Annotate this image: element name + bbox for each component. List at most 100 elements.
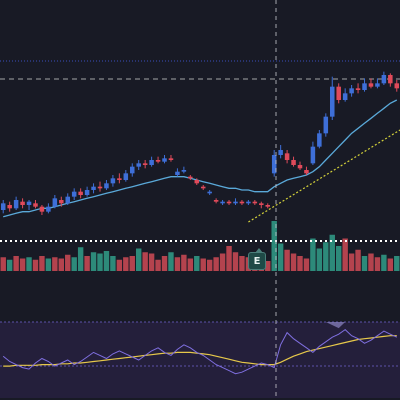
candle-body[interactable] xyxy=(78,191,83,195)
volume-bar xyxy=(219,253,226,271)
volume-bar xyxy=(19,258,26,271)
candle-body[interactable] xyxy=(65,196,70,204)
candle-body[interactable] xyxy=(342,93,348,100)
volume-bar xyxy=(103,251,110,271)
candle-body[interactable] xyxy=(84,190,90,195)
candle-body[interactable] xyxy=(117,178,122,180)
volume-bar xyxy=(136,248,142,271)
candle-body[interactable] xyxy=(220,201,225,204)
candle-body[interactable] xyxy=(136,163,141,167)
volume-bar xyxy=(239,256,245,271)
volume-bar xyxy=(168,252,174,271)
candle-body[interactable] xyxy=(284,153,290,160)
candle-body[interactable] xyxy=(388,75,393,84)
candle-body[interactable] xyxy=(130,166,135,174)
volume-bar xyxy=(84,256,90,271)
candle-body[interactable] xyxy=(375,83,380,87)
candle-body[interactable] xyxy=(233,201,238,204)
candle-body[interactable] xyxy=(207,191,212,194)
candle-body[interactable] xyxy=(71,191,77,197)
candle-body[interactable] xyxy=(168,158,174,160)
candle-body[interactable] xyxy=(226,201,232,204)
volume-bar xyxy=(116,259,123,271)
volume-bar xyxy=(316,248,323,271)
earnings-flag-icon[interactable]: E xyxy=(248,248,266,270)
candle-body[interactable] xyxy=(252,201,258,204)
volume-bar xyxy=(381,254,387,271)
candle-body[interactable] xyxy=(123,173,129,180)
candle-body[interactable] xyxy=(7,205,12,209)
candle-body[interactable] xyxy=(239,201,245,204)
volume-bar xyxy=(155,259,161,271)
candle-body[interactable] xyxy=(104,183,109,189)
candle-body[interactable] xyxy=(213,200,219,202)
candle-body[interactable] xyxy=(162,158,167,162)
volume-bar xyxy=(348,253,355,271)
volume-bar xyxy=(187,258,194,271)
candle-body[interactable] xyxy=(13,200,19,209)
candle-body[interactable] xyxy=(155,160,161,162)
volume-bar xyxy=(277,243,284,271)
volume-bar xyxy=(284,249,290,271)
indicator-line xyxy=(2,328,398,375)
volume-bar xyxy=(303,258,310,271)
candle-body[interactable] xyxy=(362,83,367,90)
volume-bar xyxy=(355,249,361,271)
candle-body[interactable] xyxy=(297,165,303,169)
candle-body[interactable] xyxy=(271,155,277,174)
candle-body[interactable] xyxy=(59,200,64,204)
volume-bar xyxy=(387,258,394,271)
candle-body[interactable] xyxy=(97,186,103,189)
candle-body[interactable] xyxy=(52,198,58,207)
volume-bar xyxy=(265,261,271,271)
candle-body[interactable] xyxy=(194,180,200,184)
candle-body[interactable] xyxy=(33,203,38,207)
candle-body[interactable] xyxy=(46,206,51,212)
candle-body[interactable] xyxy=(368,83,374,87)
volume-bar xyxy=(271,221,277,271)
candle-body[interactable] xyxy=(291,160,296,165)
volume-bar xyxy=(290,253,297,271)
candle-body[interactable] xyxy=(355,88,361,90)
candle-body[interactable] xyxy=(175,171,180,175)
volume-bar xyxy=(329,234,335,271)
candle-body[interactable] xyxy=(323,116,329,134)
candle-body[interactable] xyxy=(26,201,32,205)
candle-body[interactable] xyxy=(330,86,335,117)
volume-bar xyxy=(161,256,168,271)
candle-body[interactable] xyxy=(265,205,270,207)
candle-body[interactable] xyxy=(381,75,387,84)
volume-bar xyxy=(310,238,316,271)
candle-body[interactable] xyxy=(259,203,264,205)
candle-body[interactable] xyxy=(142,163,148,165)
volume-bar xyxy=(97,253,103,271)
candle-body[interactable] xyxy=(349,88,354,94)
volume-bar xyxy=(174,257,181,271)
candle-body[interactable] xyxy=(394,83,400,89)
candle-body[interactable] xyxy=(278,150,283,155)
candle-body[interactable] xyxy=(91,186,96,190)
candle-body[interactable] xyxy=(0,203,6,210)
candle-body[interactable] xyxy=(20,201,25,205)
volume-bar xyxy=(0,257,6,271)
candle-body[interactable] xyxy=(149,160,154,165)
volume-bar xyxy=(110,256,116,271)
candle-body[interactable] xyxy=(39,206,45,212)
volume-bar xyxy=(6,259,13,271)
volume-bar xyxy=(32,259,39,271)
volume-bar xyxy=(39,256,45,271)
candle-body[interactable] xyxy=(188,176,193,179)
candle-body[interactable] xyxy=(200,186,206,189)
candle-body[interactable] xyxy=(310,146,316,164)
candle-body[interactable] xyxy=(110,178,116,184)
candle-body[interactable] xyxy=(317,133,322,147)
candle-body[interactable] xyxy=(336,86,341,100)
volume-bar xyxy=(232,252,239,271)
volume-bar xyxy=(342,238,348,271)
candle-body[interactable] xyxy=(181,170,187,172)
volume-bar xyxy=(71,257,77,271)
candle-body[interactable] xyxy=(246,201,251,204)
candle-body[interactable] xyxy=(304,170,309,174)
